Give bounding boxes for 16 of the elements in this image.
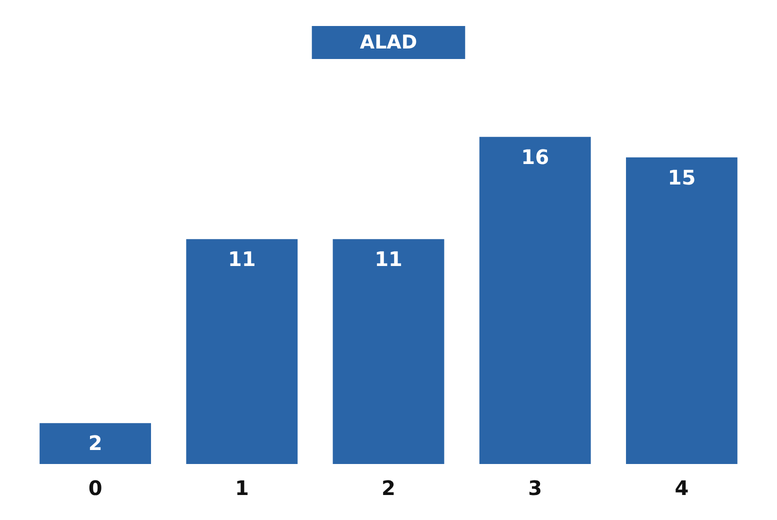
x-tick-label: 4 [674,476,689,500]
bar [40,423,152,464]
data-label: 11 [374,247,402,272]
bar [332,239,444,464]
x-tick-label: 0 [88,476,102,500]
data-label: 16 [521,144,550,169]
data-label: 11 [228,247,256,272]
data-label: 2 [88,431,102,456]
x-tick-label: 2 [382,476,396,500]
bar [479,136,591,464]
bar [186,239,298,464]
bar [626,157,738,464]
x-tick-label: 3 [528,476,542,500]
x-tick-label: 1 [234,476,249,500]
chart-title: ALAD [360,32,418,54]
data-label: 15 [668,165,696,190]
